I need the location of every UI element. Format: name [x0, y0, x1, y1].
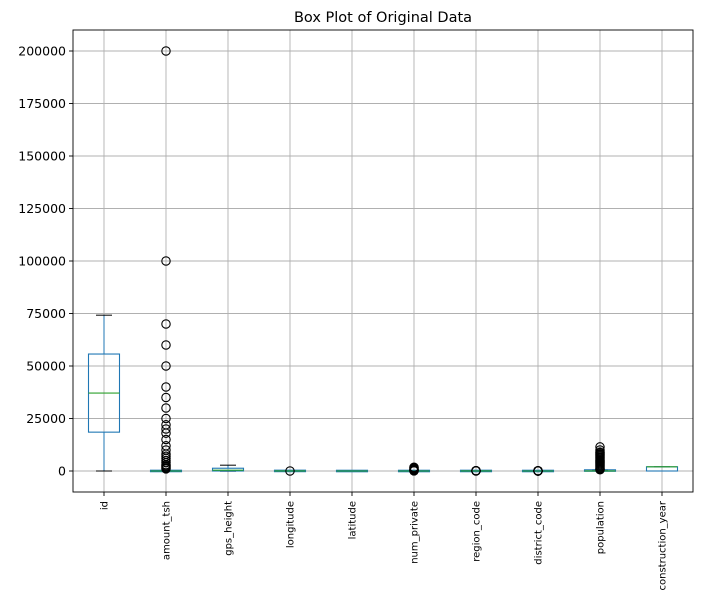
outlier-point	[161, 46, 171, 56]
x-tick-label-longitude: longitude	[286, 501, 297, 548]
plot-frame	[72, 29, 694, 493]
outlier-point	[161, 424, 171, 434]
y-tick-label: 0	[58, 464, 66, 479]
box-id	[87, 314, 121, 472]
box-amount-tsh	[149, 46, 183, 474]
box-gps-height	[211, 464, 245, 472]
y-tick-label: 100000	[18, 254, 66, 269]
outlier-point	[161, 413, 171, 424]
y-tick-label: 125000	[18, 201, 66, 216]
x-tick-label-region-code: region_code	[472, 501, 483, 562]
outlier-point	[161, 434, 171, 445]
box-latitude	[335, 469, 369, 473]
x-tick-label-latitude: latitude	[348, 501, 359, 539]
box-district-code	[521, 466, 555, 476]
box-population	[583, 442, 617, 475]
chart-title: Box Plot of Original Data	[294, 10, 472, 26]
x-tick-label-id: id	[100, 501, 111, 510]
y-axis-ticks: 0 25000 50000 75000 100000 125000 150000 175000…	[18, 44, 73, 479]
outlier-point	[161, 382, 171, 392]
x-tick-label-population: population	[596, 501, 607, 554]
x-tick-label-district-code: district_code	[534, 501, 545, 565]
outlier-point	[471, 466, 481, 476]
box-construction-year	[645, 466, 679, 472]
box-longitude	[273, 466, 307, 476]
x-tick-label-gps-height: gps_height	[224, 501, 235, 556]
outlier-point	[285, 466, 295, 476]
outlier-point	[161, 361, 171, 371]
outlier-point	[409, 466, 419, 476]
y-tick-label: 200000	[18, 44, 66, 59]
outlier-point	[533, 466, 543, 476]
outlier-point	[161, 428, 171, 438]
x-tick-label-amount-tsh: amount_tsh	[162, 501, 173, 560]
outlier-point	[595, 464, 605, 475]
iqr-box	[211, 467, 245, 472]
y-tick-label: 150000	[18, 149, 66, 164]
outlier-point	[161, 464, 171, 474]
x-axis-ticks: id amount_tsh gps_height longitude latitude n…	[100, 492, 669, 591]
box-region-code	[459, 466, 493, 476]
y-tick-label: 175000	[18, 96, 66, 111]
y-tick-label: 75000	[26, 306, 66, 321]
y-tick-label: 25000	[26, 411, 66, 426]
outlier-point	[161, 392, 171, 403]
outlier-point	[161, 403, 171, 413]
boxes	[87, 46, 679, 476]
outlier-point	[161, 319, 171, 329]
grid-lines	[73, 30, 693, 492]
y-tick-label: 50000	[26, 359, 66, 374]
x-tick-label-num-private: num_private	[410, 501, 421, 564]
x-tick-label-construction-year: construction_year	[658, 500, 669, 590]
outlier-point	[161, 256, 171, 266]
box-num-private	[397, 462, 431, 476]
outlier-point	[161, 340, 171, 350]
